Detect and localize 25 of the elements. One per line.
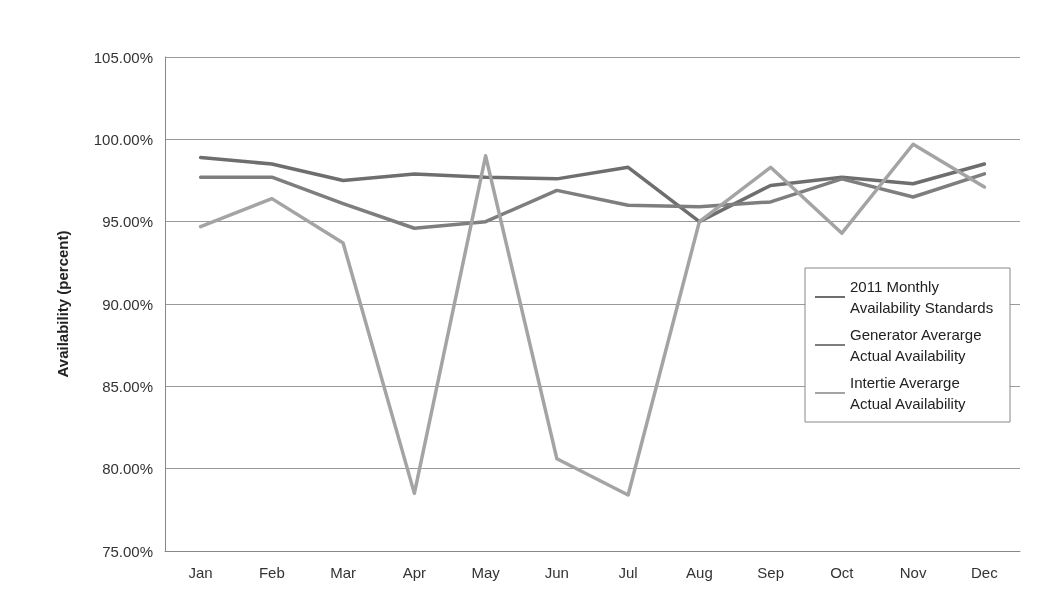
x-tick-label: Jun bbox=[544, 564, 569, 581]
x-tick-label: Dec bbox=[971, 564, 999, 581]
x-tick-label: Nov bbox=[899, 564, 927, 581]
x-tick-label: Feb bbox=[258, 564, 285, 581]
y-axis-title: Availability (percent) bbox=[54, 230, 71, 378]
x-tick-label: Sep bbox=[757, 564, 784, 581]
legend-label: Intertie Averarge Actual Availability bbox=[850, 374, 967, 412]
y-tick-label: 95.00% bbox=[102, 213, 153, 231]
line-series bbox=[198, 155, 987, 224]
x-tick-label: Apr bbox=[402, 564, 427, 581]
x-tick-label: Aug bbox=[686, 564, 713, 581]
x-tick-label: Mar bbox=[330, 564, 357, 581]
y-tick-label: 85.00% bbox=[102, 377, 153, 395]
x-tick-label: May bbox=[471, 564, 501, 581]
x-tick-label: Jan bbox=[188, 564, 213, 581]
y-tick-label: 100.00% bbox=[93, 130, 153, 148]
y-tick-label: 75.00% bbox=[102, 542, 153, 560]
x-tick-label: Oct bbox=[830, 564, 855, 581]
legend-label: Generator Averarge Actual Availability bbox=[850, 326, 986, 364]
y-tick-label: 80.00% bbox=[102, 460, 153, 478]
y-tick-label: 105.00% bbox=[93, 48, 153, 66]
x-tick-label: Jul bbox=[618, 564, 638, 581]
y-tick-label: 90.00% bbox=[102, 295, 153, 313]
legend-label: 2011 Monthly Availability Standards bbox=[850, 278, 994, 316]
line-series bbox=[198, 172, 987, 230]
